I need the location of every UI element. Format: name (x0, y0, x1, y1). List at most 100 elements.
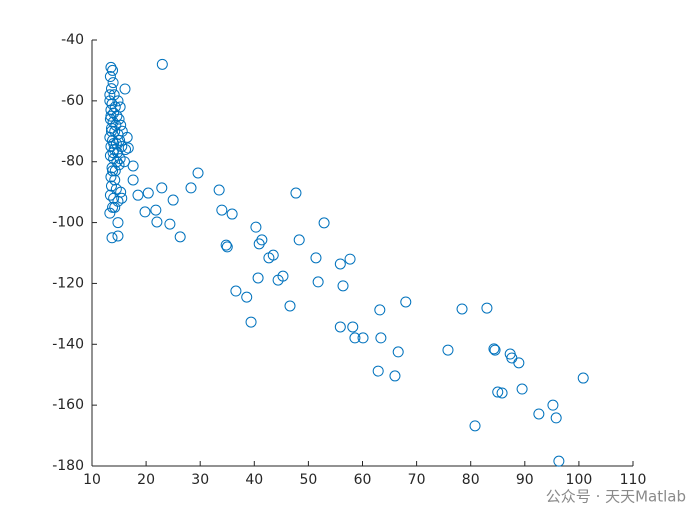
scatter-point (139, 206, 151, 218)
scatter-point (221, 241, 233, 253)
scatter-point (312, 276, 324, 288)
scatter-point (150, 204, 162, 216)
scatter-point (104, 89, 116, 101)
y-tick-label: -140 (52, 336, 84, 352)
y-tick-label: -40 (61, 32, 84, 48)
scatter-point (192, 167, 204, 179)
scatter-point (516, 383, 528, 395)
x-tick-label: 20 (137, 472, 155, 488)
scatter-point (245, 316, 257, 328)
scatter-point (252, 272, 264, 284)
scatter-point (108, 137, 120, 149)
x-tick-label: 80 (462, 472, 480, 488)
scatter-point (156, 58, 168, 70)
scatter-point (105, 141, 117, 152)
x-tick-label: 110 (620, 472, 647, 488)
x-tick-label: 70 (408, 472, 426, 488)
scatter-point (185, 182, 197, 194)
scatter-point (513, 357, 525, 369)
y-tick-label: -60 (61, 93, 84, 109)
scatter-point (469, 420, 481, 432)
scatter-point (577, 372, 589, 384)
scatter-point (174, 231, 186, 243)
scatter-point (550, 412, 562, 424)
scatter-point (105, 171, 117, 183)
scatter-point (115, 119, 127, 131)
scatter-point (107, 64, 119, 76)
scatter-point (310, 252, 322, 264)
scatter-point (121, 131, 133, 143)
scatter-point (120, 144, 132, 156)
scatter-point (334, 321, 346, 333)
watermark: 公众号 · 天天Matlab (546, 488, 686, 506)
scatter-point (112, 230, 124, 242)
y-tick-label: -160 (52, 397, 84, 413)
scatter-point (112, 217, 124, 229)
scatter-point (119, 83, 131, 95)
scatter-point (112, 195, 124, 207)
scatter-point (132, 189, 144, 201)
scatter-point (488, 343, 500, 355)
scatter-point (506, 352, 518, 364)
scatter-point (272, 274, 284, 286)
scatter-point (104, 189, 116, 201)
scatter-point (104, 150, 116, 162)
scatter-point (375, 332, 387, 344)
scatter-point (318, 217, 330, 229)
scatter-point (253, 238, 265, 250)
scatter-point (547, 399, 559, 411)
scatter-point (105, 125, 117, 137)
scatter-point (127, 174, 139, 186)
scatter-point (284, 300, 296, 312)
scatter-point (496, 387, 508, 399)
scatter-point (349, 332, 361, 344)
scatter-point (114, 101, 126, 113)
scatter-point (344, 253, 356, 265)
scatter-point (553, 455, 565, 467)
scatter-point (230, 285, 242, 297)
scatter-point (389, 370, 401, 382)
x-tick-label: 50 (299, 472, 317, 488)
scatter-point (142, 187, 154, 199)
x-tick-label: 100 (566, 472, 593, 488)
scatter-point (111, 147, 123, 159)
y-tick-label: -80 (61, 154, 84, 170)
scatter-point (489, 344, 501, 356)
scatter-point (109, 165, 121, 177)
scatter-point (122, 142, 134, 154)
x-tick-label: 40 (245, 472, 263, 488)
scatter-point (113, 159, 125, 171)
scatter-point (347, 321, 359, 333)
scatter-point (164, 218, 176, 230)
scatter-point (107, 165, 119, 177)
scatter-point (109, 201, 121, 213)
scatter-point (113, 113, 125, 125)
scatter-point (226, 208, 238, 220)
scatter-point (392, 346, 404, 358)
scatter-point (293, 234, 305, 246)
x-tick-label: 60 (354, 472, 372, 488)
scatter-point (104, 71, 116, 83)
scatter-point (241, 291, 253, 303)
scatter-point (108, 153, 120, 165)
y-tick-label: -100 (52, 215, 84, 231)
scatter-point (105, 110, 117, 122)
scatter-point (156, 182, 168, 194)
scatter-point (533, 408, 545, 420)
scatter-point (334, 258, 346, 270)
scatter-point (107, 201, 119, 213)
scatter-point (213, 184, 225, 196)
scatter-point (108, 107, 120, 119)
scatter-point (107, 116, 119, 128)
scatter-point (106, 232, 118, 244)
scatter-point (374, 304, 386, 316)
scatter-point (290, 187, 302, 199)
x-tick-label: 10 (83, 472, 101, 488)
scatter-point (112, 95, 124, 107)
scatter-point (127, 160, 139, 172)
scatter-point (116, 141, 128, 152)
scatter-point (116, 192, 128, 204)
scatter-point (337, 280, 349, 292)
scatter-point (107, 147, 119, 159)
